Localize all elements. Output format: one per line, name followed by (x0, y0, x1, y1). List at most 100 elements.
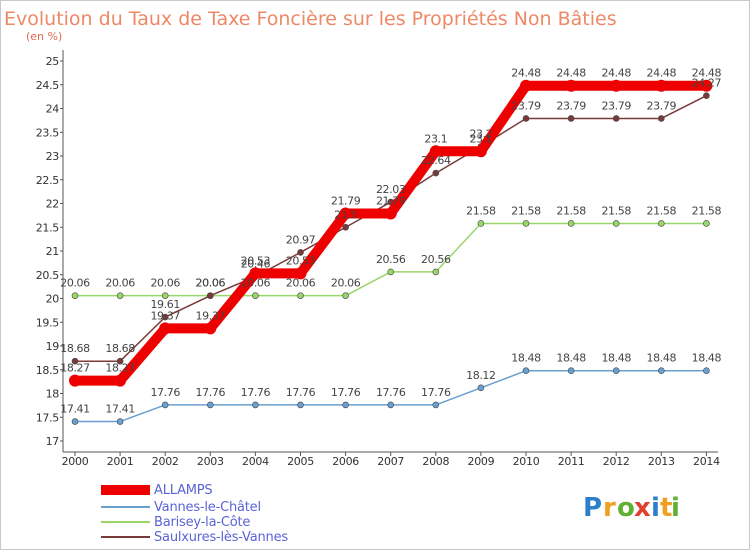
data-point (116, 292, 124, 299)
data-point (567, 367, 575, 375)
data-label: 21.58 (556, 204, 586, 217)
legend-entry: Saulxures-lès-Vannes (154, 530, 288, 545)
data-label: 17.41 (60, 403, 90, 416)
y-tick-label: 21.5 (36, 221, 60, 234)
x-tick-label: 2009 (468, 455, 495, 468)
data-label: 20.06 (331, 277, 361, 290)
data-label: 20.56 (421, 253, 451, 266)
data-point (522, 220, 530, 227)
y-tick-label: 23 (46, 150, 60, 163)
data-label: 24.48 (647, 67, 677, 80)
data-label: 20.06 (196, 277, 226, 290)
y-tick-label: 17.5 (36, 411, 60, 424)
data-label: 18.27 (105, 362, 135, 375)
data-point (700, 79, 713, 92)
data-point (657, 115, 665, 122)
data-label: 23.2 (469, 128, 492, 141)
data-label: 21.58 (466, 204, 496, 217)
data-label: 18.48 (601, 352, 631, 365)
x-tick-label: 2005 (287, 455, 314, 468)
data-label: 19.61 (150, 298, 180, 311)
data-label: 18.48 (556, 352, 586, 365)
x-tick-label: 2007 (377, 455, 404, 468)
data-point (207, 401, 214, 409)
x-tick-label: 2004 (242, 455, 269, 468)
data-label: 18.48 (511, 352, 541, 365)
data-label: 20.06 (150, 277, 180, 290)
logo-letter: x (634, 493, 651, 523)
data-point (297, 401, 304, 409)
x-tick-label: 2013 (648, 455, 675, 468)
data-point (71, 418, 79, 425)
data-label: 19.37 (150, 309, 180, 322)
data-point (384, 207, 397, 220)
legend-entry: Vannes-le-Châtel (154, 500, 261, 515)
data-label: 20.06 (286, 277, 316, 290)
data-point (342, 223, 349, 231)
data-point (387, 401, 395, 409)
y-tick-label: 18 (46, 388, 60, 401)
data-label: 20.46 (241, 258, 271, 271)
data-label: 17.76 (376, 386, 406, 399)
data-label: 18.68 (105, 342, 135, 355)
data-label: 18.12 (466, 369, 496, 382)
data-label: 24.48 (692, 67, 722, 80)
data-label: 21.58 (647, 204, 677, 217)
data-point (612, 367, 620, 375)
x-tick-label: 2011 (558, 455, 585, 468)
data-point (161, 401, 169, 409)
data-label: 24.48 (601, 67, 631, 80)
logo-letter: i (651, 493, 660, 523)
data-label: 17.76 (421, 386, 451, 399)
y-tick-label: 25 (46, 55, 60, 68)
data-point (297, 292, 304, 299)
data-point (567, 220, 575, 227)
data-point (249, 267, 262, 280)
data-point (610, 79, 623, 92)
y-tick-label: 24 (46, 103, 60, 116)
data-label: 23.79 (556, 99, 586, 112)
data-point (432, 169, 440, 177)
data-point (207, 292, 214, 299)
data-point (387, 268, 395, 276)
data-point (342, 401, 349, 409)
data-point (657, 220, 665, 227)
data-point (114, 374, 127, 387)
data-label: 20.06 (196, 277, 226, 290)
x-tick-label: 2001 (107, 455, 134, 468)
data-point (612, 220, 620, 227)
data-label: 23.1 (469, 132, 492, 145)
series-layer (69, 79, 713, 425)
data-label: 18.27 (60, 362, 90, 375)
logo-letter: P (583, 493, 602, 523)
data-label: 20.06 (241, 277, 271, 290)
data-point (520, 79, 532, 92)
x-tick-label: 2002 (152, 455, 179, 468)
data-label: 21.58 (511, 204, 541, 217)
legend: ALLAMPS Vannes-le-ChâtelBarisey-la-CôteSa… (101, 483, 289, 545)
x-tick-label: 2008 (422, 455, 449, 468)
data-point (294, 267, 307, 280)
y-tick-label: 21 (46, 245, 59, 258)
y-tick-label: 20.5 (36, 269, 60, 282)
data-label: 21.58 (692, 204, 722, 217)
data-point (339, 207, 352, 220)
chart-title: Evolution du Taux de Taxe Foncière sur l… (4, 8, 617, 30)
data-labels: 18.27 18.27 19.37 19.37 20.53 20.53 21.79 21.79… (60, 67, 722, 416)
x-tick-label: 2010 (513, 455, 540, 468)
data-label: 20.97 (286, 233, 316, 246)
data-label: 17.76 (286, 386, 316, 399)
data-label: 18.68 (60, 342, 90, 355)
data-point (342, 292, 349, 299)
data-point (565, 79, 578, 92)
data-label: 17.76 (196, 386, 226, 399)
series-line (70, 80, 712, 386)
x-tick-label: 2003 (197, 455, 224, 468)
y-tick-label: 17 (46, 435, 60, 448)
data-label: 18.48 (647, 352, 677, 365)
data-point (252, 401, 259, 409)
data-label: 18.48 (692, 352, 722, 365)
